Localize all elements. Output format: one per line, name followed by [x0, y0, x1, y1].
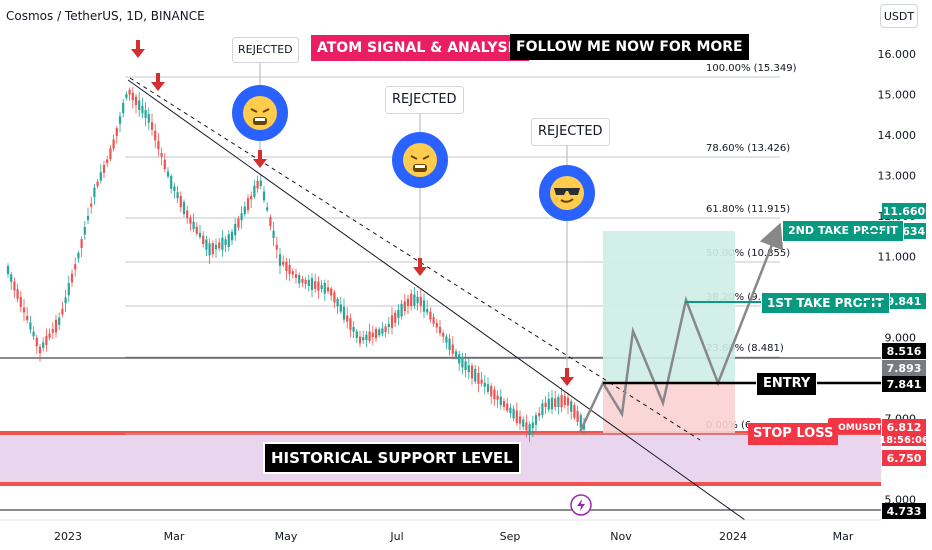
time-tick-label: Jul	[389, 530, 403, 543]
price-tick-label: 15.000	[878, 89, 917, 102]
time-tick-label: Mar	[164, 530, 185, 543]
projected-path	[578, 222, 784, 433]
entry-label: ENTRY	[756, 372, 818, 396]
down-arrow-icon	[560, 368, 574, 386]
svg-text:7.841: 7.841	[887, 378, 922, 391]
time-tick-label: May	[275, 530, 298, 543]
price-tick-label: 9.000	[885, 332, 917, 345]
support-top-line	[0, 431, 881, 435]
sunglasses-face-icon	[539, 165, 595, 221]
price-label: 8.516	[882, 343, 926, 359]
historical-support-label: HISTORICAL SUPPORT LEVEL	[263, 442, 521, 474]
down-arrow-icon	[131, 40, 145, 58]
price-label: 6.750	[882, 450, 926, 466]
trendline-solid[interactable]	[127, 79, 746, 521]
fib-label: 61.80% (11.915)	[706, 204, 790, 215]
price-label: 9.841	[882, 293, 926, 309]
fib-label: 100.00% (15.349)	[706, 63, 797, 74]
tp2-label: 2ND TAKE PROFIT	[782, 220, 904, 242]
svg-text:6.750: 6.750	[887, 452, 922, 465]
time-tick-label: 2023	[54, 530, 82, 543]
svg-text:9.841: 9.841	[887, 295, 922, 308]
svg-text:ATOMUSDT: ATOMUSDT	[826, 423, 883, 433]
tired-face-icon	[392, 132, 448, 188]
down-arrow-icon	[151, 73, 165, 91]
down-arrow-icon	[413, 258, 427, 276]
price-tick-label: 14.000	[878, 129, 917, 142]
svg-text:7.893: 7.893	[887, 362, 922, 375]
fib-label: 50.00% (10.855)	[706, 248, 790, 259]
price-tick-label: 16.000	[878, 48, 917, 61]
price-tick-label: 13.000	[878, 170, 917, 183]
time-tick-label: Nov	[610, 530, 632, 543]
tp1-label: 1ST TAKE PROFIT	[761, 292, 890, 314]
fib-label: 78.60% (13.426)	[706, 143, 790, 154]
tp1-line-right	[858, 301, 881, 303]
stop-loss-label: STOP LOSS	[748, 423, 839, 445]
follow-banner: FOLLOW ME NOW FOR MORE	[510, 34, 749, 60]
svg-text:4.733: 4.733	[887, 505, 922, 518]
tired-face-icon	[232, 85, 288, 141]
price-axis[interactable]: 16.00015.00014.00013.00012.00011.00010.0…	[826, 0, 932, 550]
down-arrow-icon	[253, 150, 267, 168]
fib-label: 23.60% (8.481)	[706, 343, 784, 354]
rejected-label-2: REJECTED	[385, 86, 464, 114]
lightning-icon[interactable]	[570, 494, 592, 516]
tp2-line-right	[866, 230, 881, 232]
trendline-dashed[interactable]	[129, 77, 701, 441]
rejected-label-3: REJECTED	[531, 118, 610, 146]
price-label: 11.660	[882, 203, 926, 219]
support-bottom-line	[0, 482, 881, 486]
price-tick-label: 11.000	[878, 251, 917, 264]
tp1-line	[685, 301, 761, 303]
svg-text:6.812: 6.812	[887, 421, 922, 434]
price-label: 4.733	[882, 503, 926, 519]
signal-banner: ATOM SIGNAL & ANALYSIS	[310, 34, 530, 62]
time-tick-label: Mar	[833, 530, 854, 543]
symbol-price-tag: ATOMUSDT	[826, 418, 883, 434]
svg-text:8.516: 8.516	[887, 345, 922, 358]
fib-label: 38.20% (9.79	[706, 292, 773, 303]
currency-button[interactable]: USDT	[880, 4, 918, 28]
price-label: 18:56:06	[879, 432, 929, 446]
price-label: 7.841	[882, 376, 926, 392]
price-label: 7.893	[882, 360, 926, 376]
symbol-title[interactable]: Cosmos / TetherUS, 1D, BINANCE	[6, 9, 205, 23]
rejected-label-1: REJECTED	[232, 37, 299, 63]
svg-text:11.660: 11.660	[883, 205, 926, 218]
time-axis[interactable]: 2023 Mar May Jul Sep Nov 2024 Mar	[54, 530, 854, 543]
candlestick-series	[6, 87, 586, 443]
svg-text:18:56:06: 18:56:06	[879, 435, 929, 446]
time-tick-label: 2024	[719, 530, 747, 543]
take-profit-zone	[603, 231, 735, 383]
price-label: 6.812	[882, 419, 926, 435]
time-tick-label: Sep	[500, 530, 521, 543]
